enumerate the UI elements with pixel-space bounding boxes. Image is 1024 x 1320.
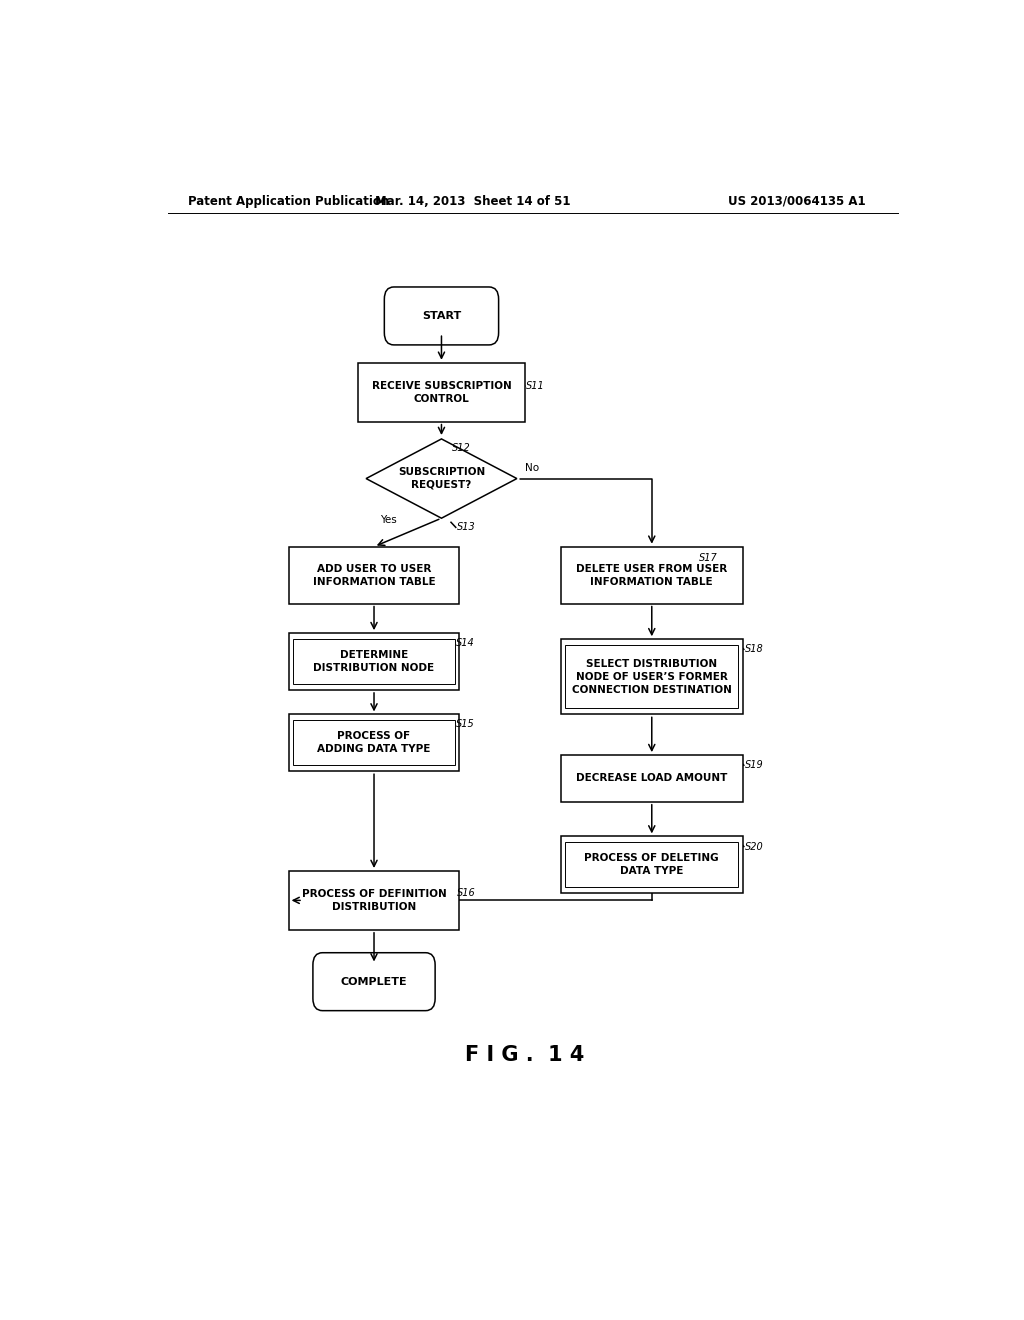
Text: DETERMINE
DISTRIBUTION NODE: DETERMINE DISTRIBUTION NODE: [313, 651, 434, 673]
Text: S20: S20: [745, 842, 764, 851]
Bar: [358, 363, 524, 421]
Bar: [294, 721, 455, 766]
Text: S14: S14: [456, 639, 474, 648]
Text: SELECT DISTRIBUTION
NODE OF USER’S FORMER
CONNECTION DESTINATION: SELECT DISTRIBUTION NODE OF USER’S FORME…: [571, 659, 732, 694]
Text: PROCESS OF DELETING
DATA TYPE: PROCESS OF DELETING DATA TYPE: [585, 854, 719, 876]
Text: S15: S15: [456, 718, 474, 729]
Text: Patent Application Publication: Patent Application Publication: [187, 194, 389, 207]
Text: S16: S16: [458, 888, 476, 898]
Text: SUBSCRIPTION
REQUEST?: SUBSCRIPTION REQUEST?: [398, 467, 485, 490]
Text: DELETE USER FROM USER
INFORMATION TABLE: DELETE USER FROM USER INFORMATION TABLE: [577, 564, 727, 586]
Text: START: START: [422, 312, 461, 321]
Bar: [289, 871, 460, 929]
Bar: [560, 546, 743, 603]
Text: S19: S19: [745, 760, 764, 770]
Text: COMPLETE: COMPLETE: [341, 977, 408, 986]
Text: S17: S17: [699, 553, 718, 562]
Text: Mar. 14, 2013  Sheet 14 of 51: Mar. 14, 2013 Sheet 14 of 51: [376, 194, 571, 207]
Bar: [289, 714, 460, 771]
Text: US 2013/0064135 A1: US 2013/0064135 A1: [728, 194, 866, 207]
Text: S12: S12: [452, 444, 471, 453]
FancyBboxPatch shape: [384, 286, 499, 345]
Bar: [565, 645, 738, 709]
Bar: [560, 755, 743, 801]
Text: S13: S13: [458, 523, 476, 532]
Bar: [289, 634, 460, 690]
Bar: [565, 842, 738, 887]
Text: No: No: [524, 463, 539, 474]
FancyBboxPatch shape: [313, 953, 435, 1011]
Text: F I G .  1 4: F I G . 1 4: [465, 1045, 585, 1065]
Text: DECREASE LOAD AMOUNT: DECREASE LOAD AMOUNT: [577, 774, 727, 783]
Bar: [560, 639, 743, 714]
Bar: [294, 639, 455, 684]
Text: PROCESS OF DEFINITION
DISTRIBUTION: PROCESS OF DEFINITION DISTRIBUTION: [302, 888, 446, 912]
Polygon shape: [367, 440, 517, 519]
Text: ADD USER TO USER
INFORMATION TABLE: ADD USER TO USER INFORMATION TABLE: [312, 564, 435, 586]
Text: S11: S11: [526, 381, 545, 391]
Text: PROCESS OF
ADDING DATA TYPE: PROCESS OF ADDING DATA TYPE: [317, 731, 431, 754]
Bar: [289, 546, 460, 603]
Text: S18: S18: [745, 644, 764, 655]
Text: Yes: Yes: [380, 515, 397, 525]
Text: RECEIVE SUBSCRIPTION
CONTROL: RECEIVE SUBSCRIPTION CONTROL: [372, 380, 511, 404]
Bar: [560, 837, 743, 894]
